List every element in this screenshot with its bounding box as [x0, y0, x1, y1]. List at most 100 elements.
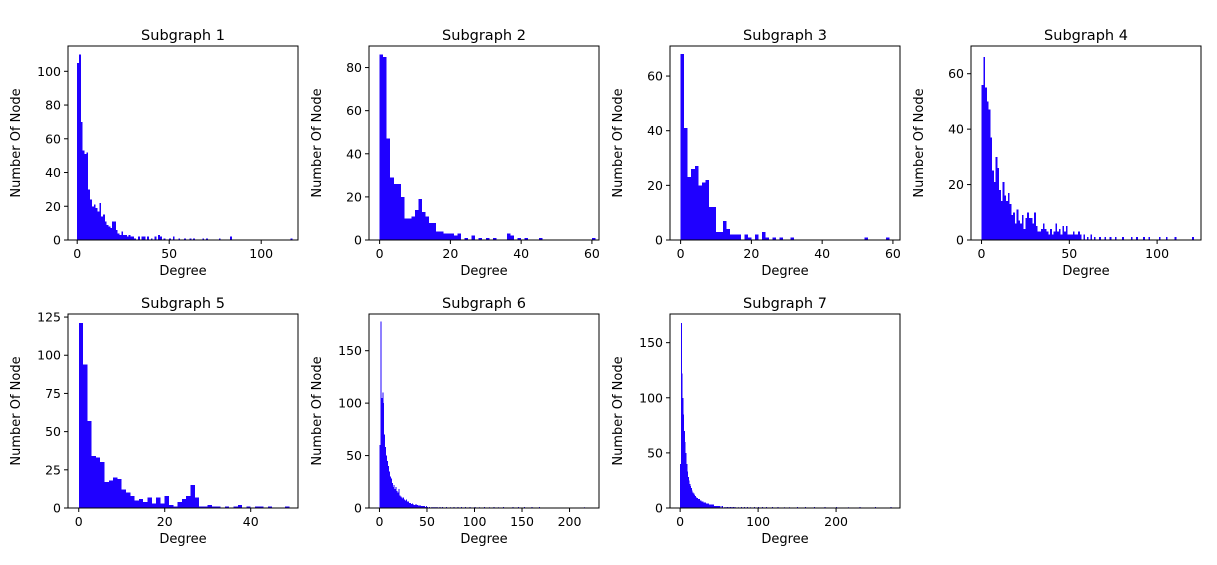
subplot-title: Subgraph 3	[743, 28, 827, 44]
histogram-bars	[981, 57, 1194, 240]
bar	[885, 237, 890, 240]
bar	[772, 237, 777, 240]
bar	[1016, 209, 1019, 240]
bar	[202, 238, 205, 240]
bar	[123, 234, 126, 240]
bar	[178, 238, 181, 240]
bar	[401, 497, 403, 508]
bar	[177, 501, 182, 508]
bar	[1109, 237, 1112, 240]
bar	[704, 502, 706, 508]
bar	[453, 235, 458, 240]
bar	[203, 506, 208, 508]
bar	[119, 234, 122, 240]
bar	[418, 199, 423, 240]
bar	[709, 504, 711, 508]
bar	[380, 321, 382, 508]
bar	[207, 504, 213, 508]
bar	[686, 463, 688, 508]
bar	[1114, 237, 1117, 240]
bar	[425, 216, 430, 240]
x-tick-label: 20	[157, 514, 173, 529]
y-tick-label: 100	[338, 396, 362, 411]
bar	[79, 54, 81, 240]
bar	[420, 505, 422, 508]
bar	[464, 506, 466, 508]
bar	[395, 487, 397, 508]
bar	[517, 237, 522, 240]
bar	[397, 183, 401, 240]
bar	[405, 500, 407, 508]
bar	[503, 506, 504, 508]
bar	[386, 455, 388, 508]
bar	[432, 222, 437, 240]
bar	[479, 506, 481, 508]
bar	[684, 441, 686, 508]
y-tick-label: 80	[45, 98, 61, 113]
bar	[194, 497, 200, 508]
bar	[143, 501, 148, 508]
bar	[1148, 237, 1151, 240]
bar	[393, 183, 398, 240]
y-tick-label: 0	[354, 233, 362, 248]
bar	[419, 504, 421, 508]
bar	[130, 495, 135, 508]
bar	[754, 506, 756, 508]
x-tick-label: 40	[814, 246, 830, 261]
y-tick-label: 60	[346, 103, 362, 118]
bar	[404, 499, 406, 508]
x-axis-label: Degree	[159, 264, 206, 279]
bar	[390, 478, 392, 508]
bar	[864, 237, 869, 240]
subplot-title: Subgraph 5	[141, 296, 225, 312]
y-axis-label: Number Of Node	[9, 88, 24, 197]
bar	[981, 84, 984, 240]
bar	[747, 237, 752, 240]
y-tick-label: 20	[346, 189, 362, 204]
bar	[1014, 223, 1017, 240]
bar	[754, 234, 759, 240]
bar	[379, 445, 381, 508]
bar	[995, 156, 998, 240]
bar	[698, 499, 699, 508]
bar	[404, 218, 408, 240]
bar	[712, 504, 713, 508]
y-tick-label: 60	[948, 66, 964, 81]
bar	[398, 489, 400, 508]
bar	[430, 506, 432, 508]
bar	[237, 504, 243, 508]
bar	[80, 121, 83, 240]
bar	[233, 506, 238, 508]
bar	[392, 487, 394, 508]
bar	[983, 57, 986, 240]
bar	[388, 466, 389, 508]
bar	[95, 207, 98, 240]
bar	[439, 231, 444, 240]
bar	[684, 127, 688, 240]
bar	[457, 233, 461, 240]
bar	[733, 234, 738, 240]
bar	[112, 221, 114, 240]
bar	[498, 506, 500, 508]
x-tick-label: 0	[978, 246, 986, 261]
bar	[469, 506, 471, 508]
bar	[699, 500, 701, 508]
bar	[1078, 231, 1080, 240]
subplot-2: 0 20 40 60 0 20 40 60 80 Subgraph 2 Degree Number O…	[310, 28, 600, 279]
bar	[478, 237, 483, 240]
bar	[691, 490, 693, 508]
bar	[147, 236, 149, 240]
axes-frame	[669, 45, 901, 241]
bar	[218, 238, 221, 240]
y-tick-label: 20	[948, 177, 964, 192]
bar	[150, 238, 153, 240]
bar	[1004, 195, 1007, 240]
bar	[163, 238, 166, 240]
bar	[416, 504, 418, 508]
x-axis-label: Degree	[761, 532, 808, 547]
bar	[1060, 234, 1063, 240]
bar	[450, 233, 454, 240]
bar	[696, 498, 698, 508]
bar	[694, 494, 696, 508]
